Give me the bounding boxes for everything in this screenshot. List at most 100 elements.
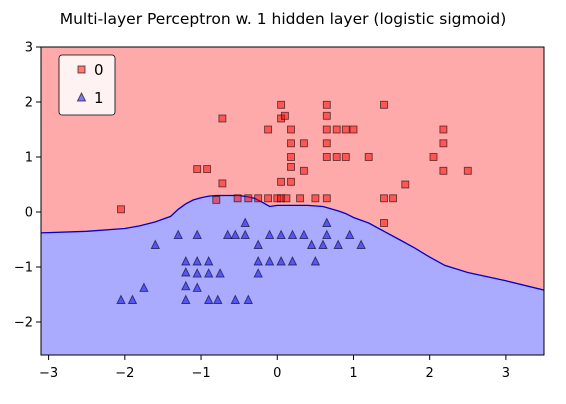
class-1-triangle-point <box>264 229 275 240</box>
class-0-square-point <box>463 166 472 175</box>
class-1-region <box>41 195 544 355</box>
class-0-square-point <box>322 111 331 120</box>
legend-triangle-marker <box>76 91 87 102</box>
class-1-triangle-point <box>192 255 202 266</box>
class-0-square-point <box>218 114 227 123</box>
class-0-square-point <box>287 139 295 148</box>
legend-square-marker <box>77 65 86 74</box>
class-1-triangle-point <box>127 294 138 304</box>
class-0-square-point <box>401 180 410 189</box>
legend-label-0: 0 <box>94 61 104 79</box>
x-tick-label: 2 <box>426 366 434 381</box>
class-0-square-point <box>117 205 125 214</box>
class-0-square-point <box>322 139 331 148</box>
class-0-square-point <box>322 100 331 109</box>
class-1-triangle-point <box>287 229 298 240</box>
legend-box <box>58 54 116 116</box>
legend-label-1: 1 <box>94 89 104 107</box>
class-1-triangle-point <box>356 239 366 249</box>
class-1-triangle-point <box>240 217 250 227</box>
y-tick-label: −1 <box>14 261 33 276</box>
legend: 0 1 <box>58 54 116 116</box>
class-0-square-point <box>264 125 273 134</box>
class-1-triangle-point <box>213 294 223 304</box>
class-1-triangle-point <box>333 239 343 249</box>
class-1-triangle-point <box>240 229 250 240</box>
class-1-triangle-point <box>192 268 202 278</box>
data-markers <box>116 100 472 304</box>
x-tick-label: −1 <box>191 366 210 381</box>
y-axis-ticks: −2 −1 0 1 2 3 <box>14 41 41 331</box>
class-1-triangle-point <box>264 255 275 266</box>
y-tick-label: 0 <box>25 206 33 221</box>
class-1-triangle-point <box>318 239 328 249</box>
class-0-square-point <box>349 125 358 134</box>
class-1-triangle-point <box>306 239 317 249</box>
class-0-square-point <box>296 194 305 203</box>
class-1-triangle-point <box>253 239 263 249</box>
class-0-square-point <box>277 177 286 186</box>
class-1-triangle-point <box>181 255 191 266</box>
class-0-square-point <box>218 179 227 188</box>
class-0-square-point <box>244 194 253 203</box>
class-1-triangle-point <box>322 229 332 240</box>
class-0-square-point <box>380 194 388 203</box>
x-tick-label: 0 <box>273 366 281 381</box>
class-0-square-point <box>364 153 373 161</box>
class-0-square-point <box>277 100 286 109</box>
class-0-square-point <box>439 139 448 148</box>
class-1-triangle-point <box>173 229 183 240</box>
class-1-triangle-point <box>310 255 321 266</box>
class-0-square-point <box>332 153 341 161</box>
class-1-triangle-point <box>181 294 191 304</box>
class-0-square-point <box>439 166 448 175</box>
class-1-triangle-point <box>276 255 286 266</box>
x-tick-label: −3 <box>39 366 58 381</box>
class-1-triangle-point <box>222 229 233 240</box>
class-0-square-point <box>193 165 202 174</box>
class-1-triangle-point <box>276 229 286 240</box>
class-0-square-point <box>341 153 350 161</box>
class-1-triangle-point <box>150 239 161 249</box>
class-0-square-point <box>280 111 289 120</box>
class-0-square-point <box>287 125 295 134</box>
class-0-square-point <box>287 153 295 161</box>
class-0-square-point <box>311 194 320 203</box>
class-1-triangle-point <box>322 217 332 227</box>
y-tick-label: −2 <box>14 316 33 331</box>
class-0-square-point <box>212 195 221 204</box>
class-1-triangle-point <box>230 229 241 240</box>
class-1-triangle-point <box>139 282 149 292</box>
class-0-square-point <box>203 165 212 174</box>
class-1-triangle-point <box>116 294 126 304</box>
class-1-triangle-point <box>253 255 263 266</box>
class-1-triangle-point <box>253 268 263 278</box>
class-1-triangle-point <box>299 229 309 240</box>
x-tick-label: 3 <box>502 366 510 381</box>
chart-title: Multi-layer Perceptron w. 1 hidden layer… <box>60 10 507 28</box>
x-tick-label: 1 <box>349 366 357 381</box>
class-0-square-point <box>380 100 388 109</box>
x-axis-ticks: −3 −2 −1 0 1 2 3 <box>39 355 510 381</box>
class-0-square-point <box>322 125 331 134</box>
class-1-triangle-point <box>192 282 202 292</box>
class-0-square-point <box>264 194 273 203</box>
y-tick-label: 1 <box>25 151 33 166</box>
class-1-triangle-point <box>203 268 214 278</box>
x-tick-label: −2 <box>115 366 134 381</box>
class-0-square-point <box>299 166 308 175</box>
class-0-square-point <box>254 194 263 203</box>
class-0-square-point <box>341 125 350 134</box>
class-1-triangle-point <box>181 266 191 277</box>
class-1-triangle-point <box>203 255 214 266</box>
class-1-triangle-point <box>243 294 254 304</box>
class-1-triangle-point <box>192 229 202 240</box>
y-tick-label: 2 <box>25 96 33 111</box>
class-0-square-point <box>233 194 242 203</box>
class-0-square-point <box>287 177 295 186</box>
class-0-square-point <box>287 162 295 171</box>
class-0-square-point <box>282 194 291 203</box>
class-0-square-point <box>389 194 398 203</box>
class-1-triangle-point <box>287 255 298 266</box>
